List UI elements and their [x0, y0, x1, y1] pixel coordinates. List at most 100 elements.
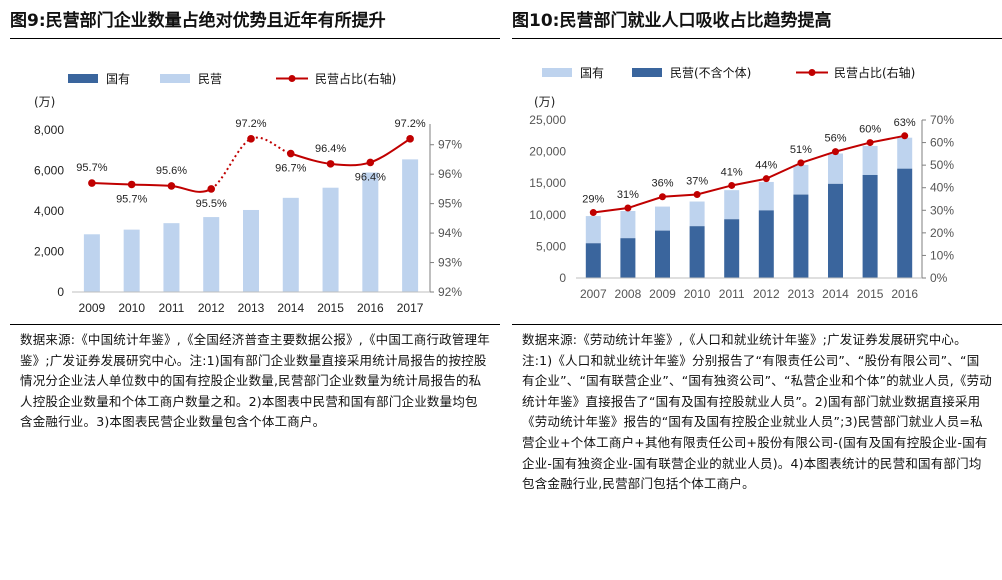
share-marker-2015: [866, 139, 874, 147]
legend-swatch-private: [160, 74, 190, 83]
y2-tick-label: 96%: [438, 167, 462, 181]
bar-state-2016: [897, 137, 913, 169]
bar-private-2013: [793, 194, 809, 278]
x-tick-label-2009: 2009: [79, 301, 106, 315]
legend-label-share: 民营占比(右轴): [834, 65, 915, 80]
share-marker-2011: [167, 182, 176, 190]
bar-private-2013: [243, 209, 259, 292]
x-tick-label-2010: 2010: [118, 301, 145, 315]
y2-tick-label: 93%: [438, 256, 462, 270]
share-marker-2008: [624, 204, 632, 212]
share-marker-2010: [693, 190, 701, 198]
figure-10-source-rule: [512, 324, 1002, 325]
bar-state-2013: [793, 164, 809, 195]
y-tick-label: 20,000: [529, 145, 566, 159]
bar-state-2012: [758, 181, 774, 211]
bar-private-2016: [897, 168, 913, 278]
x-tick-label-2011: 2011: [719, 287, 745, 301]
bar-private-2007: [585, 243, 601, 278]
bar-private-2012: [203, 217, 220, 292]
share-data-label-2009: 36%: [651, 178, 673, 190]
bar-private-2014: [828, 183, 843, 278]
bar-private-2009: [83, 234, 100, 292]
share-marker-2013: [247, 135, 255, 143]
share-marker-2014: [286, 149, 295, 158]
bar-private-2010: [123, 229, 140, 292]
y2-tick-label: 97%: [438, 138, 462, 152]
y-tick-label: 15,000: [529, 176, 566, 190]
x-tick-label-2008: 2008: [615, 287, 642, 301]
figure-9-source-rule: [10, 324, 500, 325]
share-line-segment: [250, 136, 292, 155]
y2-tick-label: 10%: [930, 248, 954, 262]
bar-private-2008: [620, 238, 636, 278]
bar-state-2015: [862, 145, 878, 175]
x-tick-label-2013: 2013: [238, 301, 265, 315]
share-marker-2016: [366, 158, 375, 167]
bar-state-2009: [655, 206, 670, 231]
bar-private-2015: [862, 174, 878, 278]
figure-10-title-rule: [512, 38, 1002, 39]
legend-label-state: 国有: [580, 66, 604, 80]
share-line-segment: [330, 161, 371, 167]
x-tick-label-2016: 2016: [891, 287, 918, 301]
y-tick-label: 10,000: [529, 208, 566, 222]
y-tick-label: 0: [559, 271, 566, 285]
x-tick-label-2017: 2017: [397, 301, 424, 315]
figure-10-source-note: 数据来源:《劳动统计年鉴》,《人口和就业统计年鉴》;广发证券发展研究中心。注:1…: [522, 332, 993, 492]
share-line-segment: [131, 183, 172, 187]
bar-private-2017: [402, 159, 419, 292]
y-tick-label: 4,000: [34, 204, 64, 218]
figure-10-title: 图10:民营部门就业人口吸收占比趋势提高: [512, 11, 832, 31]
bar-private-2009: [655, 230, 670, 278]
share-marker-2017: [406, 135, 414, 143]
y2-tick-label: 30%: [930, 203, 954, 217]
bar-state-2011: [724, 190, 740, 220]
y-tick-label: 25,000: [529, 113, 566, 127]
share-line-segment: [91, 182, 132, 186]
bar-private-2014: [282, 197, 299, 292]
share-data-label-2012: 44%: [755, 160, 777, 172]
share-marker-2009: [659, 193, 666, 201]
share-data-label-2007: 29%: [582, 194, 604, 206]
x-tick-label-2011: 2011: [159, 301, 185, 315]
legend-label-state: 国有: [106, 72, 130, 86]
share-marker-2015: [326, 160, 335, 168]
bar-private-2011: [724, 219, 740, 278]
share-marker-2010: [127, 180, 136, 189]
y2-tick-label: 92%: [438, 285, 462, 299]
x-tick-label-2014: 2014: [277, 301, 304, 315]
share-marker-2013: [797, 159, 805, 167]
share-data-label-2014: 56%: [824, 133, 846, 145]
legend-swatch-state: [68, 74, 98, 83]
y2-tick-label: 60%: [930, 136, 954, 150]
share-data-label-2015: 96.4%: [315, 143, 346, 155]
bar-private-2016: [362, 172, 379, 292]
share-marker-2016: [901, 132, 909, 140]
share-data-label-2011: 41%: [721, 166, 743, 178]
bar-state-2010: [689, 201, 705, 227]
share-data-label-2013: 51%: [790, 144, 812, 156]
share-line-segment: [171, 184, 212, 193]
x-tick-label-2012: 2012: [198, 301, 225, 315]
share-data-label-2010: 95.7%: [116, 193, 147, 205]
unit-label: (万): [34, 95, 55, 109]
figure-9-source-note: 数据来源:《中国统计年鉴》,《全国经济普查主要数据公报》,《中国工商行政管理年鉴…: [20, 332, 490, 430]
y-tick-label: 2,000: [34, 245, 64, 259]
y2-tick-label: 70%: [930, 113, 954, 127]
share-marker-2007: [589, 209, 597, 217]
x-tick-label-2014: 2014: [822, 287, 849, 301]
share-data-label-2015: 60%: [859, 124, 881, 136]
y-tick-label: 5,000: [536, 239, 566, 253]
bar-state-2008: [620, 211, 636, 239]
bar-state-2014: [828, 153, 843, 184]
figure-10-chart: 国有 民营(不含个体) 民营占比(右轴) (万) 0 5,000 10,000 15,000 2…: [529, 65, 954, 301]
x-tick-label-2007: 2007: [580, 287, 607, 301]
legend-swatch-share-marker: [288, 75, 296, 82]
y2-tick-label: 40%: [930, 181, 954, 195]
legend-swatch-state: [542, 68, 572, 77]
x-tick-label-2016: 2016: [357, 301, 384, 315]
share-data-label-2016: 96.4%: [355, 171, 386, 183]
share-line: [593, 134, 905, 214]
figure-9-title: 图9:民营部门企业数量占绝对优势且近年有所提升: [10, 11, 386, 31]
